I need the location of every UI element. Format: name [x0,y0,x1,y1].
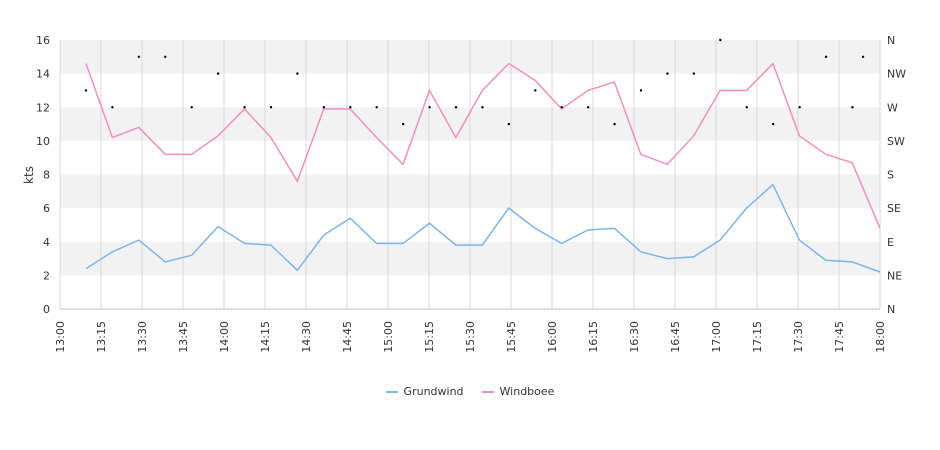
x-tick-label: 13:00 [54,321,67,353]
direction-point [507,122,511,126]
direction-point [586,106,590,109]
direction-point [84,89,88,92]
direction-point [745,106,748,109]
direction-point [190,106,193,109]
x-tick-label: 14:45 [341,321,354,353]
direction-point [243,106,246,109]
x-tick-label: 18:00 [874,321,887,353]
x-tick-label: 15:15 [423,321,436,353]
direction-point [322,106,326,109]
legend-swatch-windboee [481,390,494,393]
x-tick-label: 15:00 [382,321,395,353]
direction-point [851,106,854,109]
x-tick-label: 17:45 [833,321,846,353]
y-tick-label: 14 [36,68,50,81]
y2-tick-label: N [887,303,895,316]
y-tick-label: 2 [43,269,50,282]
y-tick-label: 12 [36,101,50,114]
y-tick-label: 0 [43,303,50,316]
x-tick-label: 17:30 [792,321,805,353]
direction-point [560,106,563,109]
legend-item-grundwind[interactable]: Grundwind [385,385,464,398]
direction-point [534,89,537,92]
series-lines [85,62,881,273]
direction-point [861,55,865,59]
direction-points [84,38,865,126]
legend-label-grundwind: Grundwind [403,385,464,398]
x-tick-label: 17:15 [751,321,764,353]
direction-point [666,72,669,75]
x-tick-label: 14:30 [300,321,313,353]
x-tick-label: 16:45 [669,321,682,353]
y2-tick-label: NE [887,269,902,282]
direction-point [216,72,220,75]
series-line-grundwind [85,183,881,273]
legend: Grundwind Windboee [0,385,940,398]
direction-point [269,106,273,109]
y-tick-label: 16 [36,34,50,47]
direction-point [349,106,352,109]
legend-swatch-grundwind [385,390,398,393]
direction-point [798,106,801,109]
y2-tick-label: SE [887,202,901,215]
y2-tick-label: NW [887,68,906,81]
direction-point [692,72,696,75]
y2-tick-label: S [887,169,894,182]
y-tick-label: 10 [36,135,50,148]
direction-point [481,106,484,109]
direction-point [771,122,775,126]
x-tick-label: 16:15 [587,321,600,353]
direction-point [639,89,643,92]
y2-tick-label: E [887,236,894,249]
direction-point [613,122,616,126]
x-tick-label: 16:30 [628,321,641,353]
x-tick-label: 14:00 [218,321,231,353]
x-tick-label: 15:45 [505,321,518,353]
direction-point [454,106,458,109]
direction-point [428,106,431,109]
legend-item-windboee[interactable]: Windboee [481,385,555,398]
direction-point [824,55,828,59]
x-axis-ticks: 13:00 13:15 13:30 13:45 14:00 14:15 14:30 14:45… [54,321,887,353]
y-tick-label: 8 [43,169,50,182]
series-line-windboee [85,62,881,229]
y2-tick-label: SW [887,135,905,148]
direction-point [401,122,405,126]
y2-tick-label: W [887,101,898,114]
vertical-gridlines [59,40,881,310]
direction-point [137,55,141,59]
y2-axis-ticks: N NE E SE S SW W NW N [887,34,906,316]
y2-tick-label: N [887,34,895,47]
direction-point [375,106,378,109]
x-tick-label: 16:00 [546,321,559,353]
y-tick-label: 6 [43,202,50,215]
y-axis-title: kts [22,166,36,184]
x-tick-label: 14:15 [259,321,272,353]
x-tick-label: 13:15 [95,321,108,353]
x-tick-label: 17:00 [710,321,723,353]
y-tick-label: 4 [43,236,50,249]
direction-point [164,55,167,59]
x-tick-label: 13:30 [136,321,149,353]
legend-label-windboee: Windboee [499,385,555,398]
x-tick-label: 15:30 [464,321,477,353]
direction-point [296,72,299,75]
y-axis-ticks: 0 2 4 6 8 10 12 14 16 [36,34,50,316]
direction-point [111,106,114,109]
direction-point [719,38,722,42]
x-tick-label: 13:45 [177,321,190,353]
